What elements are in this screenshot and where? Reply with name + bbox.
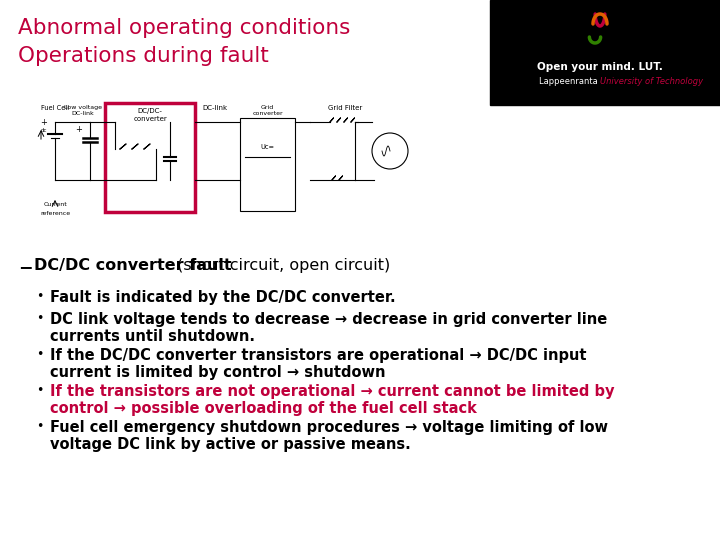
Text: Uc=: Uc= [261, 144, 274, 150]
Text: Grid Filter: Grid Filter [328, 105, 362, 111]
Bar [490, 0, 720, 105]
Text: Grid
converter: Grid converter [252, 105, 283, 116]
Text: Abnormal operating conditions: Abnormal operating conditions [18, 18, 351, 38]
Text: dc: dc [41, 128, 48, 133]
Text: Fault is indicated by the DC/DC converter.: Fault is indicated by the DC/DC converte… [50, 290, 395, 305]
Text: (short circuit, open circuit): (short circuit, open circuit) [171, 258, 390, 273]
Bar [240, 118, 295, 211]
Text: DC/DC-: DC/DC- [138, 108, 163, 114]
Text: •: • [36, 420, 43, 433]
Text: −: − [18, 258, 32, 276]
Text: •: • [36, 348, 43, 361]
Text: Operations during fault: Operations during fault [18, 46, 269, 66]
Text: Low voltage
DC-link: Low voltage DC-link [64, 105, 102, 116]
Text: If the DC/DC converter transistors are operational → DC/DC input
current is limi: If the DC/DC converter transistors are o… [50, 348, 587, 380]
Text: If the transistors are not operational → current cannot be limited by
control → : If the transistors are not operational →… [50, 384, 614, 416]
Text: DC link voltage tends to decrease → decrease in grid converter line
currents unt: DC link voltage tends to decrease → decr… [50, 312, 607, 345]
Text: •: • [36, 312, 43, 325]
Text: Open your mind. LUT.: Open your mind. LUT. [537, 62, 663, 72]
Text: DC-link: DC-link [202, 105, 228, 111]
Text: +: + [76, 125, 82, 134]
Text: University of Technology: University of Technology [600, 78, 703, 86]
Text: DC/DC converter fault: DC/DC converter fault [34, 258, 232, 273]
Text: •: • [36, 290, 43, 303]
Text: Fuel cell emergency shutdown procedures → voltage limiting of low
voltage DC lin: Fuel cell emergency shutdown procedures … [50, 420, 608, 453]
Text: Fuel Cell: Fuel Cell [41, 105, 69, 111]
Text: reference: reference [40, 211, 70, 216]
Text: Current: Current [43, 202, 67, 207]
Text: •: • [36, 384, 43, 397]
Text: converter: converter [133, 116, 167, 122]
Text: +: + [40, 118, 48, 127]
Bar [15, 100, 495, 215]
Bar [105, 103, 195, 212]
Text: Lappeenranta: Lappeenranta [539, 78, 600, 86]
